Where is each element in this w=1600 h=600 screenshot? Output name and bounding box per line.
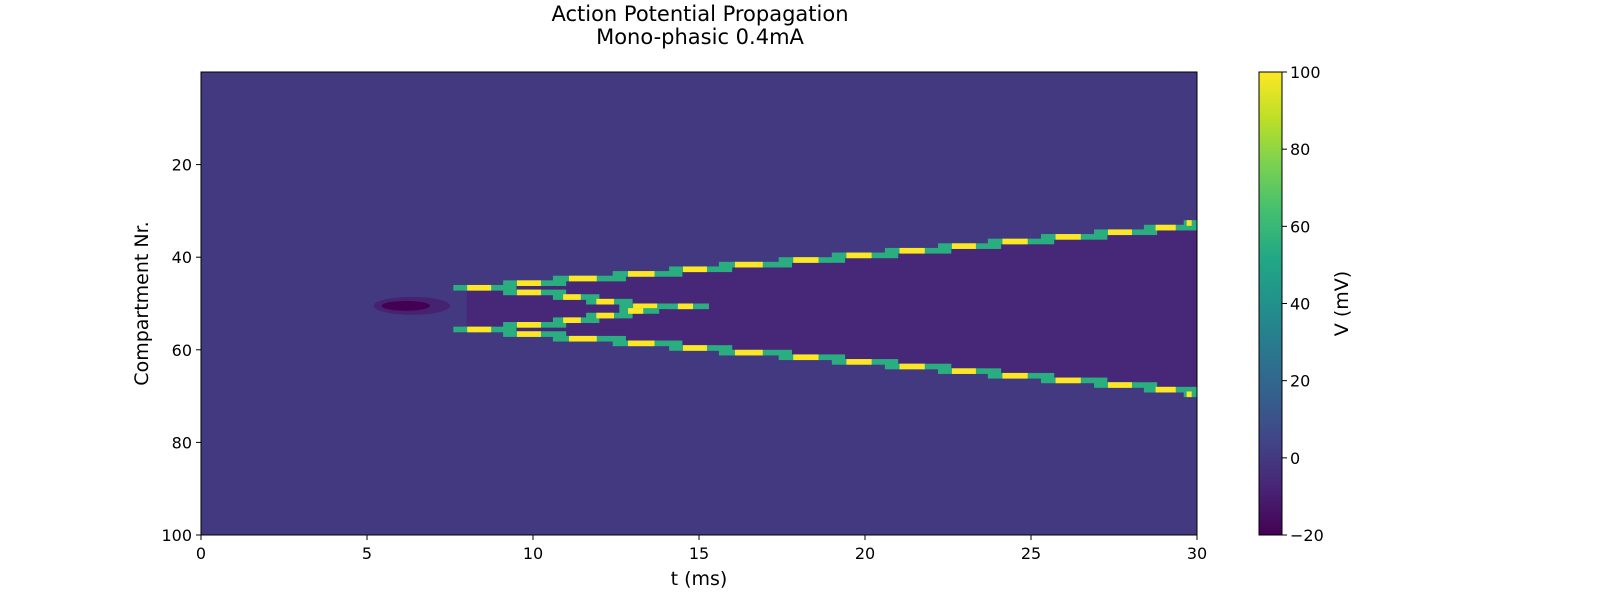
x-tick-label: 30 — [1187, 544, 1207, 563]
wavefront-peak — [1055, 234, 1081, 240]
wavefront-downward — [453, 326, 1197, 398]
wavefront-peak — [467, 326, 492, 333]
chart-title: Action Potential Propagation — [551, 2, 849, 26]
stimulus-region — [373, 296, 450, 315]
wavefront-peak — [628, 308, 644, 314]
wavefront-peak — [628, 340, 655, 347]
wavefront-peak — [596, 312, 615, 319]
y-tick-label: 40 — [172, 248, 192, 267]
wavefront-peak — [677, 303, 694, 310]
y-tick-label: 80 — [172, 433, 192, 452]
wavefront-peak — [568, 335, 597, 342]
wavefront-peak — [682, 345, 707, 351]
x-axis: 0 5 10 15 20 25 30 — [196, 535, 1207, 563]
wavefront-upward — [453, 220, 1197, 291]
colorbar-tick-label: −20 — [1290, 526, 1324, 545]
x-tick-label: 0 — [196, 544, 206, 563]
x-tick-label: 15 — [689, 544, 709, 563]
stimulus-core — [381, 300, 430, 311]
wavefront-peak — [563, 317, 581, 324]
colorbar-tick-label: 100 — [1290, 63, 1321, 82]
wavefront-peak — [568, 275, 597, 282]
colorbar-ticks: 100 80 60 40 20 0 −20 — [1282, 63, 1324, 545]
y-axis: 20 40 60 80 100 — [161, 156, 201, 545]
colorbar-tick-label: 80 — [1290, 140, 1310, 159]
colorbar-tick-label: 60 — [1290, 217, 1310, 236]
wavefront-peak — [951, 368, 976, 374]
wavefront-layer — [453, 220, 1197, 398]
colorbar: 100 80 60 40 20 0 −20 V (mV) — [1258, 63, 1353, 545]
wavefront-peak — [596, 298, 615, 305]
y-tick-label: 60 — [172, 341, 192, 360]
after-hyperpolarization-region — [466, 224, 1198, 392]
wavefront-peak — [1186, 220, 1192, 226]
y-tick-label: 100 — [161, 526, 192, 545]
x-tick-label: 20 — [855, 544, 875, 563]
wavefront-peak — [1002, 238, 1028, 245]
colorbar-tick-label: 20 — [1290, 372, 1310, 391]
y-tick-label: 20 — [172, 156, 192, 175]
wavefront-peak — [1107, 229, 1132, 236]
chart-subtitle: Mono-phasic 0.4mA — [596, 25, 804, 49]
wavefront-peak — [633, 303, 658, 310]
wavefront-peak — [467, 284, 492, 291]
colorbar-label: V (mV) — [1331, 271, 1353, 336]
wavefront-peak — [628, 271, 655, 277]
wavefront-inner-downward — [503, 308, 660, 328]
wavefront-peak — [682, 266, 707, 273]
wavefront-peak — [516, 280, 541, 286]
x-tick-label: 25 — [1021, 544, 1041, 563]
y-axis-label: Compartment Nr. — [131, 221, 153, 385]
after-hyperpolarization-wedge — [466, 224, 1198, 392]
heatmap-plot-area — [200, 71, 1198, 536]
x-tick-label: 5 — [362, 544, 372, 563]
wavefront-inner-upward — [503, 289, 709, 310]
wavefront-peak — [1186, 391, 1192, 398]
wavefront-peak — [846, 359, 872, 365]
wavefront-peak — [734, 261, 763, 268]
wavefront-peak — [516, 289, 541, 296]
x-axis-label: t (ms) — [671, 568, 728, 590]
wavefront-peak — [734, 349, 763, 356]
wavefront-peak — [846, 252, 872, 259]
wavefront-peak — [793, 354, 819, 361]
wavefront-peak — [1155, 224, 1176, 231]
wavefront-peak — [793, 257, 819, 263]
wavefront-peak — [899, 363, 925, 370]
colorbar-gradient — [1258, 71, 1283, 536]
wavefront-peak — [516, 331, 541, 337]
colorbar-tick-label: 0 — [1290, 449, 1300, 468]
x-tick-label: 10 — [523, 544, 543, 563]
wavefront-peak — [1055, 377, 1081, 384]
wavefront-peak — [516, 322, 541, 328]
wavefront-peak — [899, 247, 925, 254]
wavefront-peak — [1002, 372, 1028, 379]
wavefront-peak — [563, 294, 581, 300]
wavefront-peak — [951, 243, 976, 249]
wavefront-peak — [1155, 386, 1176, 393]
colorbar-tick-label: 40 — [1290, 295, 1310, 314]
wavefront-peak — [1107, 382, 1132, 388]
